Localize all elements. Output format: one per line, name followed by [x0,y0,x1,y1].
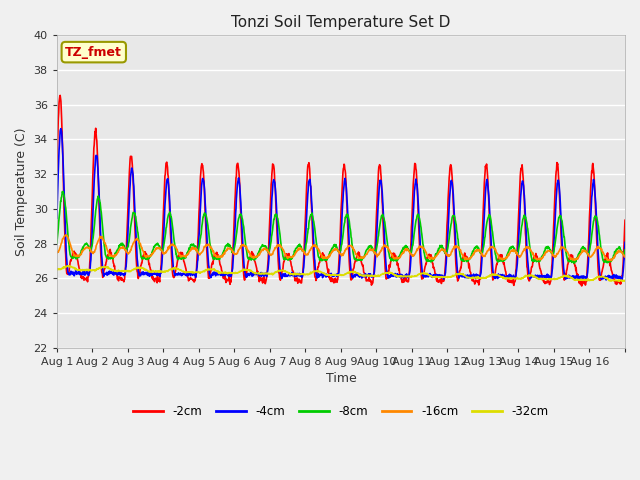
-32cm [559,274,566,280]
-16cm [326,252,334,257]
-8cm [570,260,578,266]
-2cm [559,263,566,268]
-4cm [602,277,610,283]
X-axis label: Time: Time [326,372,356,385]
-32cm [476,275,483,280]
-16cm [621,254,629,260]
-32cm [142,267,150,273]
-2cm [53,168,61,174]
-16cm [62,232,70,238]
-4cm [614,274,622,279]
-2cm [316,260,323,265]
-32cm [621,278,629,284]
Line: -2cm: -2cm [57,96,625,286]
Line: -4cm: -4cm [57,129,625,280]
-2cm [621,217,629,223]
-16cm [614,248,622,253]
-8cm [316,257,323,263]
-4cm [559,246,566,252]
-2cm [56,93,64,98]
-4cm [53,215,61,221]
-32cm [53,266,61,272]
-4cm [57,126,65,132]
-2cm [614,279,622,285]
-16cm [476,247,483,253]
-16cm [53,249,61,255]
-8cm [614,246,622,252]
Y-axis label: Soil Temperature (C): Soil Temperature (C) [15,127,28,256]
-4cm [326,271,334,277]
-2cm [142,251,150,257]
-16cm [142,254,150,260]
-8cm [142,255,150,261]
-32cm [619,278,627,284]
-16cm [559,244,566,250]
-32cm [614,277,622,283]
Text: TZ_fmet: TZ_fmet [65,46,122,59]
-32cm [326,272,334,278]
-8cm [58,189,66,194]
-4cm [142,270,150,276]
-8cm [476,246,483,252]
-2cm [326,277,334,283]
-32cm [316,268,323,274]
-2cm [476,281,483,287]
-16cm [608,258,616,264]
-8cm [53,240,61,246]
-8cm [326,250,334,256]
Line: -32cm: -32cm [57,266,625,281]
-8cm [559,222,566,228]
Line: -16cm: -16cm [57,235,625,261]
-4cm [316,272,323,278]
-16cm [316,249,323,254]
-32cm [65,263,72,269]
-8cm [621,247,629,252]
-4cm [621,240,629,245]
Legend: -2cm, -4cm, -8cm, -16cm, -32cm: -2cm, -4cm, -8cm, -16cm, -32cm [129,400,553,423]
-2cm [578,283,586,289]
Line: -8cm: -8cm [57,192,625,263]
-4cm [476,276,483,281]
Title: Tonzi Soil Temperature Set D: Tonzi Soil Temperature Set D [231,15,451,30]
